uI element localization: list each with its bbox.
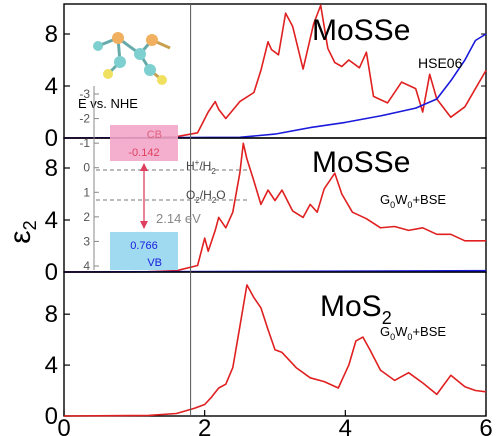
panel-top: 0 4 8 MoSSe HSE06: [45, 3, 487, 152]
cb-label: CB: [147, 129, 162, 141]
middle-panel-method: G0W0+BSE: [380, 192, 446, 210]
gap-label: 2.14 eV: [156, 211, 201, 226]
panel-bottom: 0 4 8 0 2 4 6 MoS2 G0W0+BSE: [45, 271, 493, 436]
bottom-y-ticks: 0 4 8: [45, 301, 486, 430]
y-tick-label: 4: [45, 352, 58, 379]
y-tick-label: 8: [45, 301, 58, 328]
series-line-red: [63, 4, 487, 139]
gap-arrow-head-top: [140, 163, 148, 171]
bottom-curves: [63, 284, 487, 417]
inset-tick-label: -1: [79, 136, 90, 150]
x-tick-label: 2: [198, 415, 211, 436]
panel-top-frame: [63, 3, 487, 139]
y-tick-label: 4: [45, 73, 58, 100]
y-axis-label: ε2: [4, 220, 40, 243]
structure-icon: [93, 32, 171, 85]
top-y-ticks: 0 4 8: [45, 21, 486, 152]
y-tick-label: 0: [45, 259, 58, 286]
vb-label: VB: [147, 257, 162, 269]
series-line-red: [63, 142, 486, 273]
y-tick-label: 4: [45, 207, 58, 234]
bottom-panel-title: MoS2: [320, 290, 392, 328]
band-alignment-inset: E vs. NHE -3 -2 -1 0 1 2 3 4 CB -0.142 0.766 VB…: [78, 32, 250, 273]
vb-box: [110, 232, 178, 270]
y-tick-label: 8: [45, 155, 58, 182]
top-panel-title: MoSSe: [312, 14, 410, 47]
middle-panel-title: MoSSe: [312, 146, 410, 179]
inset-tick-label: 4: [83, 259, 90, 273]
h-plus-label: H+/H2: [186, 158, 216, 176]
cb-value: -0.142: [128, 147, 159, 159]
top-curves: [63, 4, 487, 139]
series-line-red: [63, 284, 487, 417]
inset-tick-label: -2: [79, 112, 90, 126]
inset-tick-label: -3: [79, 87, 90, 101]
top-panel-method: HSE06: [418, 55, 463, 71]
gap-arrow-head-bottom: [140, 221, 148, 229]
inset-y-ticks: -3 -2 -1 0 1 2 3 4: [79, 87, 99, 273]
bottom-panel-method: G0W0+BSE: [380, 324, 446, 342]
vb-value: 0.766: [130, 240, 158, 252]
panel-bottom-frame: [63, 271, 487, 417]
inset-tick-label: 1: [83, 185, 90, 199]
inset-tick-label: 0: [83, 161, 90, 175]
x-tick-label: 4: [339, 415, 352, 436]
o2-label: O2/H2O: [186, 188, 226, 205]
inset-tick-label: 2: [83, 210, 90, 224]
y-tick-label: 8: [45, 21, 58, 48]
series-line-blue: [63, 33, 487, 139]
bottom-x-ticks: 0 2 4 6: [57, 410, 493, 436]
middle-y-ticks: 0 4 8: [45, 155, 486, 286]
inset-axis-label: E vs. NHE: [78, 96, 138, 111]
y-tick-label: 0: [45, 125, 58, 152]
x-tick-label: 0: [57, 415, 70, 436]
y-tick-label: 0: [45, 403, 58, 430]
inset-tick-label: 3: [83, 234, 90, 248]
x-tick-label: 6: [479, 415, 492, 436]
cb-box: [110, 125, 178, 161]
